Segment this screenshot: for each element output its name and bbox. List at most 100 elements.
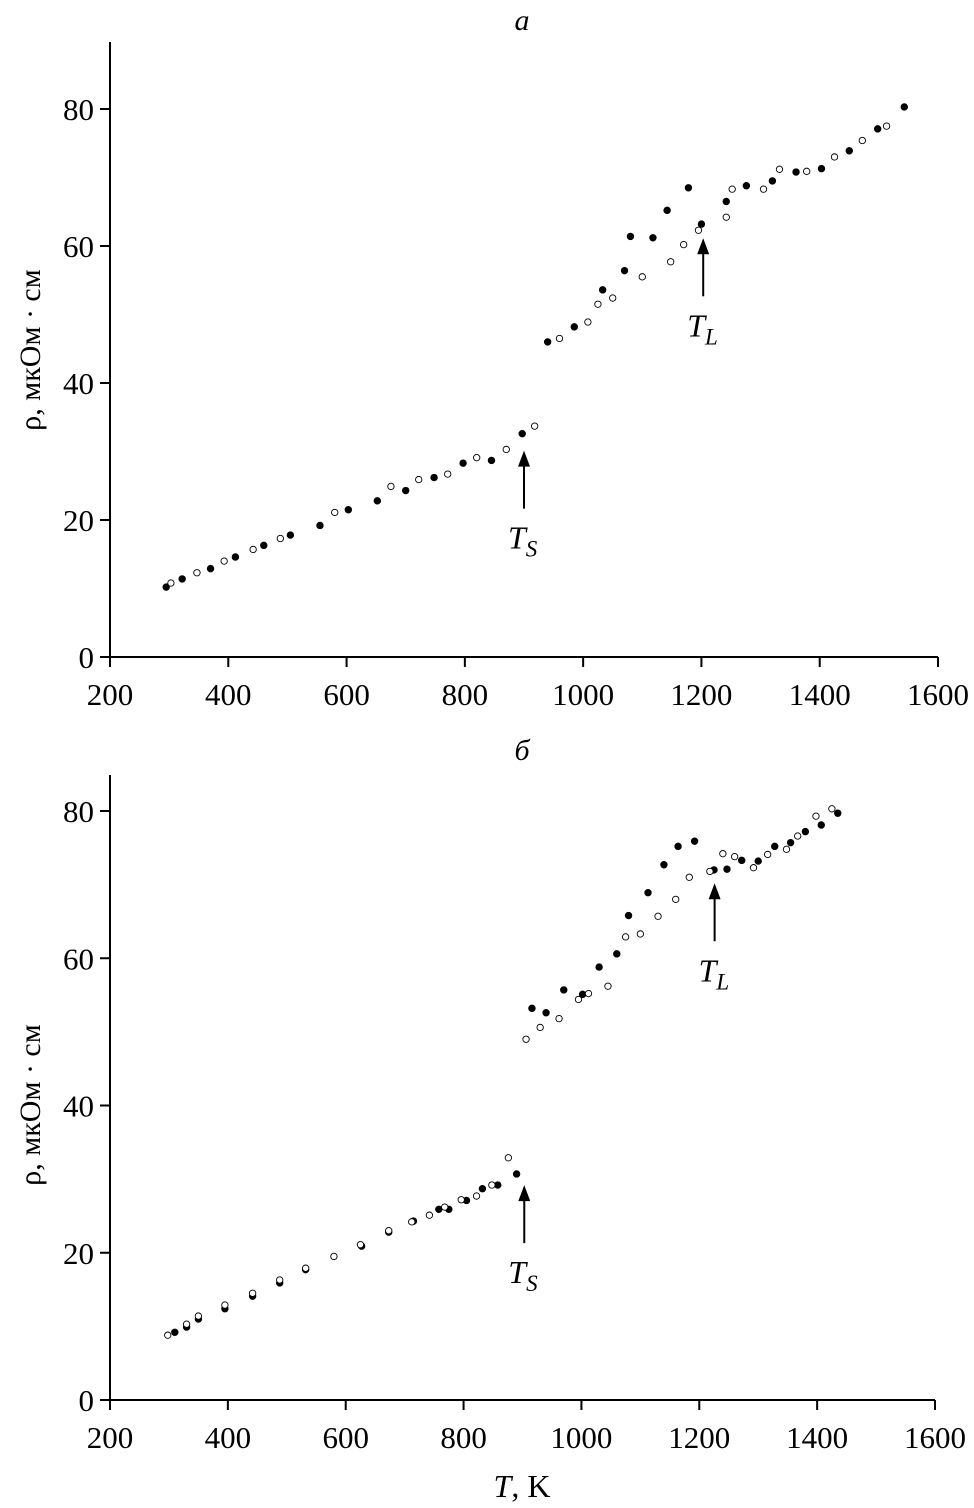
p1-point-open	[356, 1241, 365, 1249]
p1-point-filled	[644, 889, 652, 897]
p1-point-filled	[171, 1328, 179, 1336]
p0-y-tick-label: 20	[63, 503, 94, 538]
p1-annotation-label: TL	[699, 952, 730, 994]
p0-point-filled	[722, 197, 730, 206]
p1-point-filled	[674, 842, 682, 851]
p1-point-open	[763, 850, 772, 859]
p1-point-filled	[613, 950, 621, 958]
p0-y-tick-label: 40	[63, 366, 94, 401]
p1-point-open	[276, 1276, 284, 1284]
p1-annotation-arrow-head	[518, 1185, 531, 1202]
p0-x-tick-label: 1600	[907, 677, 969, 712]
p1-x-tick-label: 600	[322, 1420, 369, 1455]
p0-point-open	[193, 569, 201, 577]
p0-point-filled	[178, 575, 186, 583]
p1-point-open	[385, 1227, 393, 1235]
p1-point-filled	[595, 963, 603, 971]
p0-point-filled	[873, 125, 882, 133]
p1-point-open	[536, 1023, 544, 1032]
p1-point-open	[472, 1192, 481, 1200]
p1-point-open	[719, 850, 727, 858]
p0-point-filled	[402, 486, 410, 495]
p1-x-tick-label: 1600	[904, 1420, 966, 1455]
p0-point-filled	[316, 521, 324, 530]
p1-x-tick-label: 1200	[668, 1420, 730, 1455]
p0-annotation-arrow-head	[518, 450, 530, 467]
p1-point-open	[782, 845, 791, 853]
p0-point-open	[803, 167, 811, 175]
p1-y-tick-label: 60	[63, 941, 94, 976]
p1-point-open	[194, 1312, 203, 1320]
p0-point-filled	[459, 459, 467, 467]
p0-point-filled	[845, 147, 853, 155]
p0-point-open	[220, 557, 228, 565]
p0-point-filled	[570, 323, 578, 331]
p0-x-tick-label: 600	[323, 677, 370, 712]
p1-point-open	[441, 1203, 449, 1211]
p1-point-open	[621, 933, 630, 941]
p0-point-filled	[817, 164, 826, 173]
p0-point-open	[667, 258, 675, 266]
p0-panel-label: а	[515, 4, 530, 37]
p0-point-open	[249, 545, 257, 554]
p0-point-filled	[206, 564, 215, 573]
p0-point-filled	[697, 220, 706, 228]
p0-point-open	[331, 508, 339, 517]
p0-point-filled	[598, 286, 607, 294]
p0-point-open	[276, 534, 284, 543]
p0-annotation-arrow-head	[697, 238, 710, 255]
p1-point-open	[248, 1289, 257, 1297]
p0-point-filled	[742, 182, 751, 190]
p0-point-open	[594, 300, 602, 308]
p0-point-open	[530, 422, 539, 430]
p1-point-filled	[690, 837, 699, 845]
p1-point-open	[457, 1196, 465, 1204]
p1-point-open	[221, 1301, 229, 1309]
p0-point-filled	[260, 541, 268, 550]
p0-point-filled	[626, 232, 635, 241]
p0-point-filled	[373, 497, 382, 505]
p1-point-filled	[478, 1184, 487, 1193]
p1-point-filled	[834, 809, 842, 817]
p1-point-open	[425, 1211, 434, 1219]
p0-point-open	[728, 185, 736, 193]
p0-point-filled	[900, 103, 908, 111]
p0-point-open	[694, 226, 703, 234]
p1-y-axis-label: ρ, мкОм · см	[14, 1024, 47, 1185]
p0-x-tick-label: 1400	[789, 677, 851, 712]
p1-point-filled	[660, 861, 668, 869]
p1-x-tick-label: 1400	[786, 1420, 848, 1455]
p0-x-tick-label: 400	[205, 677, 252, 712]
p1-point-filled	[738, 856, 746, 865]
p0-point-open	[584, 318, 592, 326]
p1-y-tick-label: 20	[63, 1236, 94, 1271]
p1-point-open	[574, 995, 583, 1004]
p0-annotation-label: TL	[687, 307, 718, 349]
p0-point-filled	[162, 583, 170, 591]
p1-point-open	[730, 852, 739, 861]
p1-point-filled	[723, 865, 731, 873]
p0-point-open	[830, 153, 839, 161]
p0-point-open	[759, 185, 768, 193]
p1-point-open	[749, 864, 758, 872]
p0-point-filled	[768, 177, 777, 185]
p0-point-open	[680, 240, 688, 249]
p0-point-filled	[792, 168, 800, 176]
p1-point-filled	[542, 1009, 550, 1017]
p1-point-open	[408, 1218, 416, 1226]
p1-point-filled	[817, 821, 825, 829]
p1-point-open	[654, 912, 662, 920]
p1-point-open	[636, 930, 645, 938]
p0-point-open	[638, 273, 646, 281]
p0-y-axis-label: ρ, мкОм · см	[14, 269, 47, 430]
p0-point-filled	[620, 266, 629, 275]
p0-x-tick-label: 800	[442, 677, 489, 712]
p1-x-axis-label: T, K	[494, 1468, 551, 1504]
p1-x-tick-label: 800	[440, 1420, 487, 1455]
p1-point-filled	[528, 1004, 536, 1013]
p0-point-filled	[430, 473, 438, 482]
p1-point-open	[164, 1331, 172, 1339]
p0-point-filled	[518, 429, 526, 438]
p0-x-tick-label: 200	[87, 677, 134, 712]
